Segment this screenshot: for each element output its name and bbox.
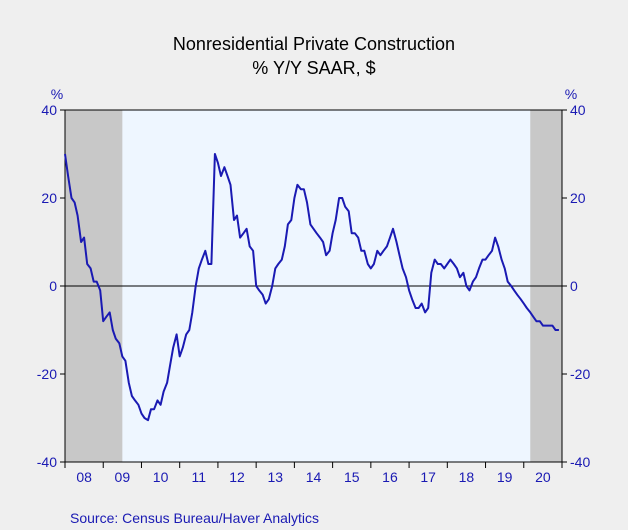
y-tick-label-left: -20: [37, 366, 57, 382]
x-tick-label: 18: [459, 469, 475, 485]
right-y-axis: 40 20 0 -20 -40: [562, 102, 590, 470]
y-tick-label-right: -40: [570, 454, 590, 470]
chart-subtitle: % Y/Y SAAR, $: [252, 58, 375, 78]
y-tick-label-right: 0: [570, 278, 578, 294]
x-tick-label: 14: [306, 469, 322, 485]
x-tick-label: 10: [153, 469, 169, 485]
x-tick-label: 20: [535, 469, 551, 485]
x-tick-label: 19: [497, 469, 513, 485]
y-tick-label-right: -20: [570, 366, 590, 382]
y-tick-label-left: 0: [49, 278, 57, 294]
series-line: [64, 153, 559, 422]
x-axis: 08 09 10 11 12 13 14 15 16 17 18 19 20: [64, 462, 563, 485]
left-y-axis: 40 20 0 -20 -40: [37, 102, 65, 470]
x-tick-label: 12: [229, 469, 245, 485]
x-tick-label: 17: [420, 469, 436, 485]
right-y-unit-label: %: [565, 86, 577, 102]
y-tick-label-right: 40: [570, 102, 586, 118]
left-y-unit-label: %: [51, 86, 63, 102]
x-tick-label: 15: [344, 469, 360, 485]
y-tick-label-left: -40: [37, 454, 57, 470]
y-tick-label-right: 20: [570, 190, 586, 206]
source-note: Source: Census Bureau/Haver Analytics: [70, 510, 319, 526]
y-tick-label-left: 20: [41, 190, 57, 206]
x-tick-label: 16: [382, 469, 398, 485]
x-tick-label: 11: [192, 469, 207, 485]
chart-title: Nonresidential Private Construction: [173, 34, 455, 54]
y-tick-label-left: 40: [41, 102, 57, 118]
x-tick-label: 09: [115, 469, 131, 485]
x-tick-label: 08: [76, 469, 92, 485]
x-tick-label: 13: [267, 469, 283, 485]
